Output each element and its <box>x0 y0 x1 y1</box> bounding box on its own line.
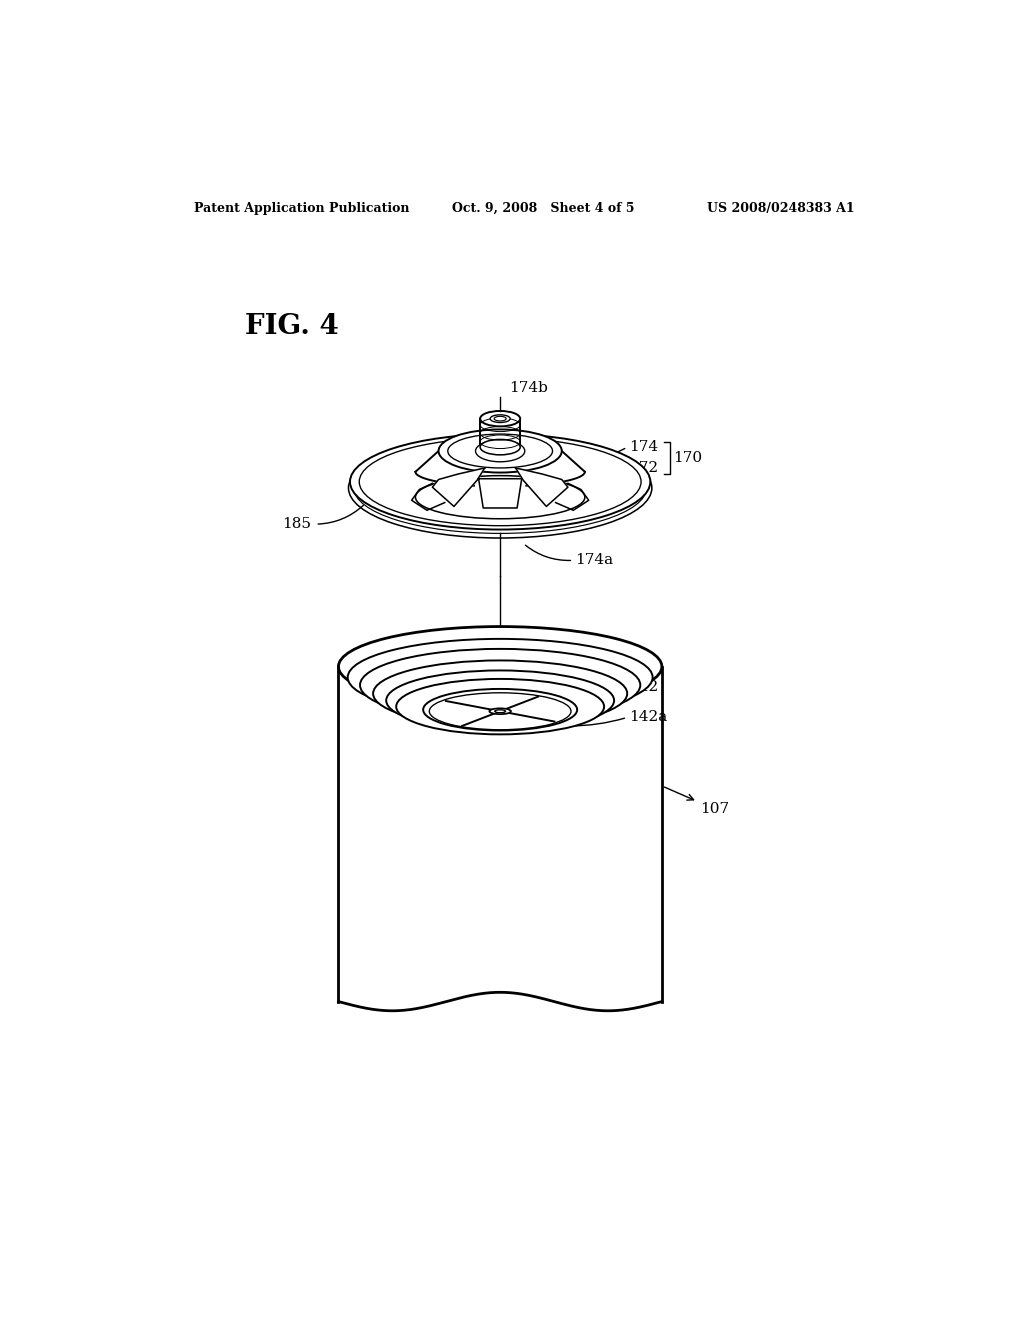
Ellipse shape <box>386 671 614 730</box>
Polygon shape <box>515 469 568 507</box>
Text: 172: 172 <box>630 461 658 475</box>
Ellipse shape <box>339 627 662 706</box>
Ellipse shape <box>373 660 628 726</box>
Ellipse shape <box>348 639 652 715</box>
Ellipse shape <box>480 440 520 455</box>
Ellipse shape <box>490 414 510 422</box>
Text: 142: 142 <box>630 680 658 693</box>
Ellipse shape <box>423 689 578 730</box>
Ellipse shape <box>416 475 585 519</box>
Ellipse shape <box>475 441 525 462</box>
Text: Oct. 9, 2008   Sheet 4 of 5: Oct. 9, 2008 Sheet 4 of 5 <box>453 202 635 215</box>
Text: 142a: 142a <box>630 710 668 725</box>
Ellipse shape <box>438 429 562 473</box>
Text: FIG. 4: FIG. 4 <box>245 313 338 339</box>
Polygon shape <box>432 469 484 507</box>
Ellipse shape <box>480 411 520 426</box>
Ellipse shape <box>360 649 640 721</box>
Text: 170: 170 <box>673 451 701 465</box>
Text: 107: 107 <box>665 787 729 816</box>
Ellipse shape <box>350 434 650 529</box>
Polygon shape <box>478 479 521 508</box>
Ellipse shape <box>489 709 511 714</box>
Text: 174a: 174a <box>575 553 613 568</box>
Text: US 2008/0248383 A1: US 2008/0248383 A1 <box>707 202 854 215</box>
Text: 174b: 174b <box>509 381 548 395</box>
Text: Patent Application Publication: Patent Application Publication <box>194 202 410 215</box>
Text: 174: 174 <box>630 440 658 454</box>
Ellipse shape <box>396 678 604 734</box>
Text: 185: 185 <box>283 517 311 531</box>
Ellipse shape <box>348 438 652 539</box>
